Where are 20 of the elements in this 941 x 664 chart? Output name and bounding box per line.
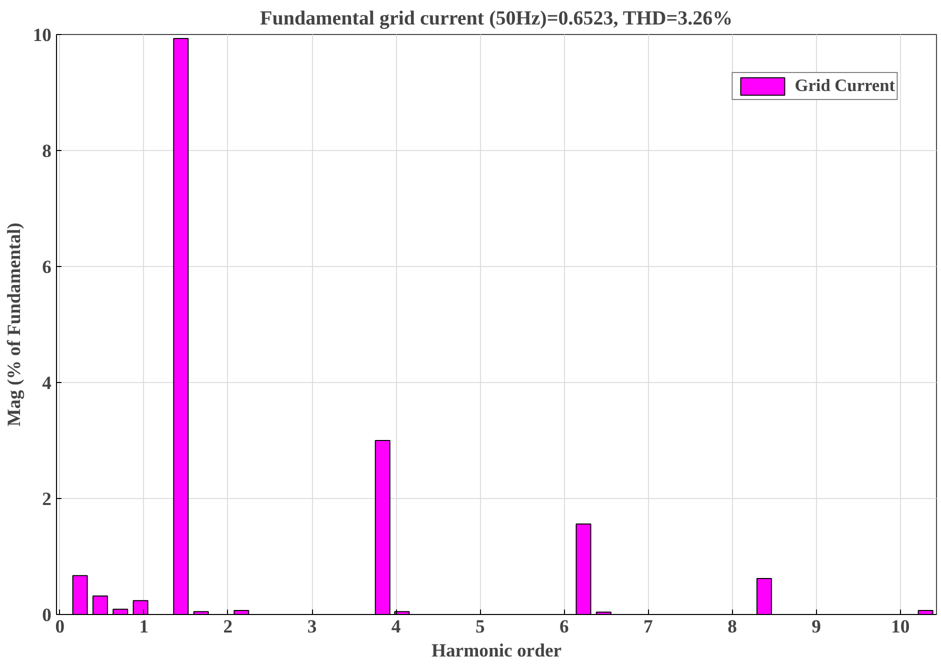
x-tick-label: 1 xyxy=(139,616,149,638)
legend-label: Grid Current xyxy=(794,76,895,96)
y-axis-title: Mag (% of Fundamental) xyxy=(4,222,25,426)
x-tick-label: 2 xyxy=(223,616,233,638)
x-tick-label: 4 xyxy=(391,616,401,638)
x-tick-label: 9 xyxy=(812,616,821,638)
x-tick-label: 3 xyxy=(307,616,317,638)
y-tick-label: 10 xyxy=(32,25,52,46)
y-tick-label: 4 xyxy=(42,373,52,394)
x-tick-label: 10 xyxy=(891,616,910,638)
chart-title: Fundamental grid current (50Hz)=0.6523, THD=3.26% xyxy=(260,8,733,30)
x-tick-label: 7 xyxy=(644,616,653,638)
y-tick-label: 6 xyxy=(42,257,52,278)
y-tick-label: 8 xyxy=(42,141,52,162)
y-tick-label: 2 xyxy=(42,489,52,510)
x-tick-label: 8 xyxy=(728,616,737,638)
x-tick-label: 0 xyxy=(55,616,65,638)
x-tick-label: 5 xyxy=(475,616,485,638)
x-axis-title: Harmonic order xyxy=(431,640,562,662)
x-tick-label: 6 xyxy=(559,616,569,638)
